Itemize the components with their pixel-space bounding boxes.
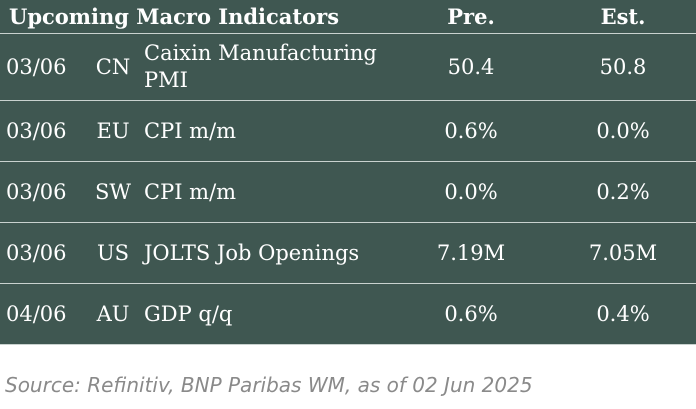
row-date: 04/06 (6, 301, 67, 326)
row-estimate-value: 0.2% (596, 179, 650, 204)
row-region: AU (96, 301, 130, 326)
row-date: 03/06 (6, 240, 67, 265)
table-row: 03/06 EU CPI m/m 0.6% 0.0% (0, 101, 696, 162)
row-previous-value: 50.4 (447, 54, 495, 79)
table-row: 03/06 CN Caixin Manufacturing PMI 50.4 5… (0, 34, 696, 101)
table-title: Upcoming Macro Indicators (9, 4, 340, 29)
column-header-estimate: Est. (600, 4, 646, 29)
source-note: Source: Refinitiv, BNP Paribas WM, as of… (5, 373, 533, 397)
row-indicator-name: CPI m/m (144, 118, 237, 143)
table-row: 04/06 AU GDP q/q 0.6% 0.4% (0, 284, 696, 345)
row-indicator-name: Caixin Manufacturing PMI (144, 41, 377, 92)
table-row: 03/06 US JOLTS Job Openings 7.19M 7.05M (0, 223, 696, 284)
table-row: 03/06 SW CPI m/m 0.0% 0.2% (0, 162, 696, 223)
row-region: EU (96, 118, 130, 143)
row-estimate-value: 7.05M (588, 240, 658, 265)
row-previous-value: 0.0% (444, 179, 498, 204)
row-previous-value: 0.6% (444, 118, 498, 143)
row-region: US (96, 240, 130, 265)
row-indicator-name: CPI m/m (144, 179, 237, 204)
row-date: 03/06 (6, 118, 67, 143)
row-region: CN (95, 54, 131, 79)
row-estimate-value: 0.0% (596, 118, 650, 143)
row-indicator-name: GDP q/q (144, 301, 233, 326)
row-estimate-value: 50.8 (599, 54, 647, 79)
row-previous-value: 0.6% (444, 301, 498, 326)
row-estimate-value: 0.4% (596, 301, 650, 326)
row-date: 03/06 (6, 179, 67, 204)
column-header-previous: Pre. (447, 4, 495, 29)
macro-indicators-table: Upcoming Macro Indicators Pre. Est. 03/0… (0, 0, 696, 345)
row-indicator-name: JOLTS Job Openings (144, 240, 360, 265)
table-header: Upcoming Macro Indicators Pre. Est. (0, 0, 696, 34)
row-date: 03/06 (6, 54, 67, 79)
row-region: SW (95, 179, 131, 204)
row-previous-value: 7.19M (436, 240, 506, 265)
